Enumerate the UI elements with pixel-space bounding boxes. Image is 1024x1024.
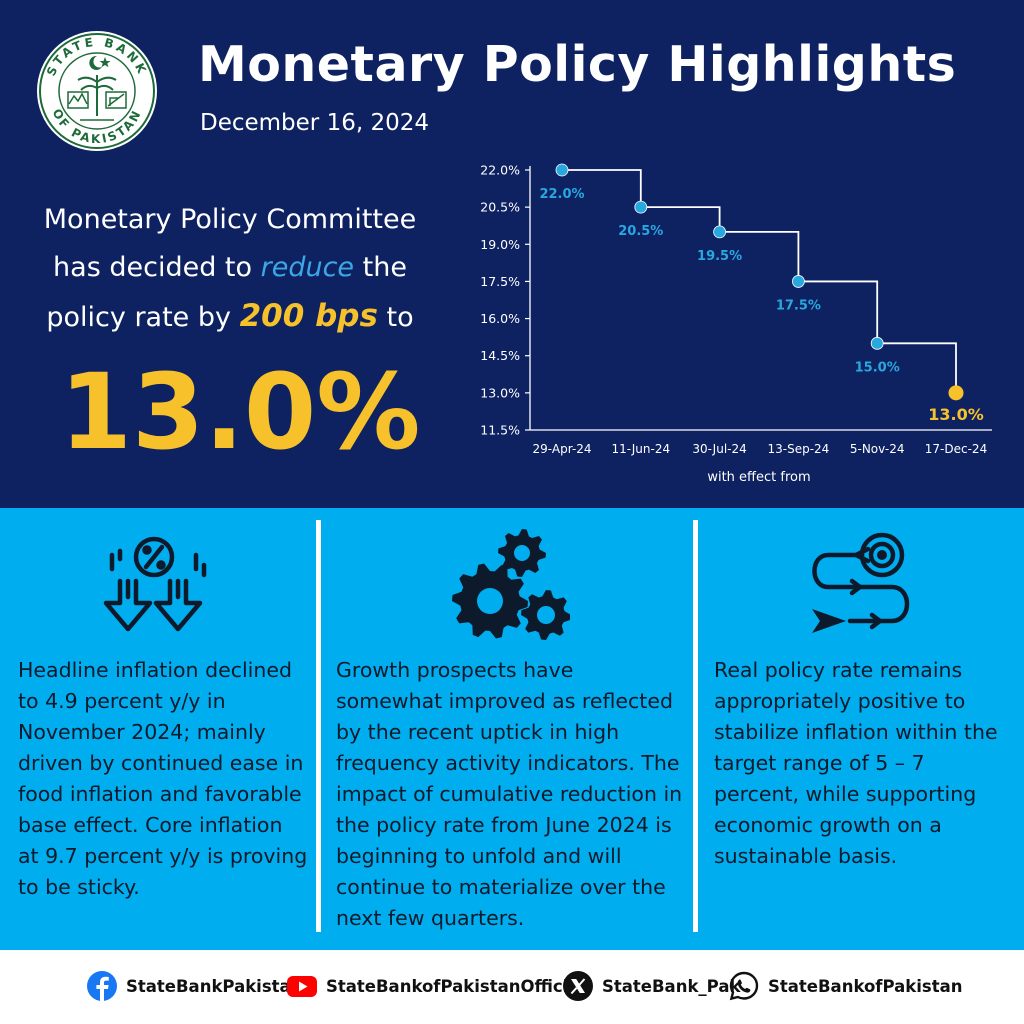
header-panel [0,0,1024,508]
data-label: 15.0% [855,360,900,375]
social-youtube[interactable]: StateBankofPakistanOfficial [286,968,585,1004]
data-point [948,385,964,401]
social-footer [0,950,1024,1024]
gears-icon [452,529,570,640]
target-path-icon [812,532,910,633]
data-label: 22.0% [539,187,584,202]
y-tick-label: 22.0% [480,163,520,178]
social-facebook[interactable]: StateBankPakistan [86,968,302,1004]
gear-shape [452,563,528,639]
whatsapp-icon [729,971,759,1001]
x-tick-label: 30-Jul-24 [692,442,746,456]
x-tick-label: 5-Nov-24 [850,442,905,456]
real-rate-text: Real policy rate remains appropriately p… [714,658,998,868]
reduce-emphasis: reduce [260,252,355,283]
x-tick-label: 17-Dec-24 [925,442,987,456]
data-point [870,336,884,350]
page-title: Monetary Policy Highlights [198,36,957,93]
policy-rate-chart: 22.0% 20.5% 19.0% 17.5% 16.0% 14.5% 13.0% 11.5%… [480,163,992,485]
column-divider [316,520,321,932]
social-whatsapp[interactable]: StateBankofPakistan [728,968,963,1004]
series-line [562,169,957,393]
x-axis-label: with effect from [707,470,810,485]
y-tick-label: 14.5% [480,348,520,363]
data-point [555,163,569,177]
x-tick-label: 13-Sep-24 [767,442,829,456]
gear-shape [498,529,546,577]
y-tick-label: 20.5% [480,200,520,215]
data-point [713,225,727,239]
data-point [634,200,648,214]
y-tick-label: 11.5% [480,423,520,438]
x-tick-label: 29-Apr-24 [533,442,592,456]
new-policy-rate: 13.0% [59,351,421,473]
data-point [791,275,805,288]
social-handle: StateBank_Pak [602,976,741,996]
y-tick-label: 19.0% [480,237,520,252]
statement-text: policy rate by [46,302,240,333]
statement-text: has decided to [53,252,261,283]
statement-line-1: Monetary Policy Committee [43,204,417,235]
date-label: December 16, 2024 [200,110,430,136]
social-handle: StateBankofPakistan [768,976,963,996]
statement-text: to [377,302,414,333]
social-x[interactable]: StateBank_Pak [562,968,740,1004]
y-tick-label: 17.5% [480,274,520,289]
gear-shape [521,590,570,640]
youtube-icon [287,976,317,997]
facebook-icon [87,971,117,1001]
data-label: 13.0% [928,405,984,424]
social-handle: StateBankPakistan [126,976,303,996]
x-icon [563,971,593,1001]
data-label: 17.5% [776,298,821,313]
growth-text: Growth prospects have somewhat improved … [336,658,683,930]
y-tick-label: 16.0% [480,311,520,326]
policy-statement: Monetary Policy Committee has decided to… [20,196,440,342]
column-divider [693,520,698,932]
inflation-down-icon [103,536,207,632]
data-label: 20.5% [618,224,663,239]
data-label: 19.5% [697,249,742,264]
bps-emphasis: 200 bps [239,298,378,334]
x-tick-label: 11-Jun-24 [611,442,670,456]
statement-line-3: policy rate by 200 bps to [20,292,440,342]
inflation-text: Headline inflation declined to 4.9 perce… [18,658,308,899]
social-handle: StateBankofPakistanOfficial [326,976,586,996]
statement-text: the [354,252,407,283]
y-tick-label: 13.0% [480,385,520,400]
state-bank-logo: STATE BANK OF PAKISTAN [37,31,157,151]
statement-line-2: has decided to reduce the [20,244,440,292]
